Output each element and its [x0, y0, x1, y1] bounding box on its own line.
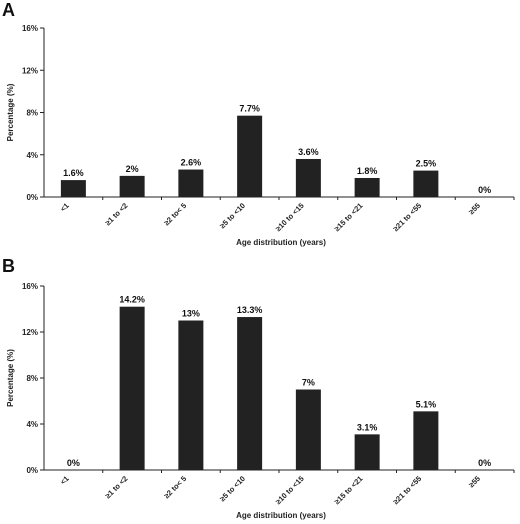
x-tick-label: ≥1 to <2: [103, 201, 129, 227]
data-label: 0%: [67, 458, 80, 468]
x-tick-label: ≥15 to <21: [332, 474, 364, 506]
data-label: 3.1%: [357, 422, 378, 432]
bar: [295, 389, 321, 470]
x-tick-label: ≥5 to <10: [218, 201, 247, 230]
y-tick-label: 16%: [22, 282, 38, 291]
x-tick-label: ≥55: [467, 201, 482, 216]
bar: [237, 115, 263, 197]
x-tick-label: ≥55: [467, 474, 482, 489]
data-label: 3.6%: [298, 147, 319, 157]
y-tick-label: 4%: [26, 151, 38, 160]
data-label: 5.1%: [416, 399, 437, 409]
panel-label: A: [2, 0, 15, 20]
y-tick-label: 0%: [26, 466, 38, 475]
x-tick-label: ≥10 to <15: [274, 201, 306, 233]
bar: [295, 158, 321, 197]
x-axis-label: Age distribution (years): [236, 511, 326, 520]
panel-b: B 0% 4% 8% 12% 16% Percentage (%) 0% <1 14.2% ≥1 t…: [2, 256, 515, 520]
data-label: 2.6%: [181, 158, 202, 168]
y-axis-label: Percentage (%): [6, 349, 15, 407]
x-tick-label: ≥10 to <15: [274, 474, 306, 506]
bar: [119, 175, 145, 197]
data-label: 0%: [478, 185, 491, 195]
bar: [354, 177, 380, 197]
data-label: 2%: [126, 164, 139, 174]
bar: [60, 180, 86, 197]
bar: [413, 411, 439, 470]
data-label: 1.8%: [357, 166, 378, 176]
data-label: 13%: [182, 309, 200, 319]
data-label: 7.7%: [239, 104, 260, 114]
panel-label: B: [2, 256, 15, 276]
panel-a: A 0% 4% 8% 12% 16% Percentage (%) 1.6% <1 2% ≥1 to…: [2, 0, 515, 247]
x-tick-label: <1: [58, 201, 70, 213]
data-label: 14.2%: [119, 295, 145, 305]
x-tick-label: <1: [58, 474, 70, 486]
data-label: 0%: [478, 458, 491, 468]
x-tick-label: ≥21 to <55: [391, 201, 423, 233]
y-tick-label: 4%: [26, 420, 38, 429]
bar: [178, 320, 204, 470]
bar: [178, 169, 204, 197]
x-tick-label: ≥1 to <2: [103, 474, 129, 500]
y-tick-label: 0%: [26, 193, 38, 202]
data-label: 13.3%: [237, 305, 263, 315]
x-tick-label: ≥2 to< 5: [162, 201, 188, 227]
y-tick-label: 12%: [22, 328, 38, 337]
x-tick-label: ≥2 to< 5: [162, 474, 188, 500]
y-axis-label: Percentage (%): [6, 83, 15, 141]
data-label: 1.6%: [63, 168, 84, 178]
y-tick-label: 16%: [22, 24, 38, 33]
data-label: 2.5%: [416, 159, 437, 169]
bar: [119, 306, 145, 470]
x-tick-label: ≥15 to <21: [332, 201, 364, 233]
x-axis-label: Age distribution (years): [236, 238, 326, 247]
bar: [413, 170, 439, 197]
data-label: 7%: [302, 378, 315, 388]
x-tick-label: ≥21 to <55: [391, 474, 423, 506]
bar: [237, 317, 263, 470]
y-tick-label: 12%: [22, 66, 38, 75]
y-tick-label: 8%: [26, 374, 38, 383]
y-tick-label: 8%: [26, 109, 38, 118]
x-tick-label: ≥5 to <10: [218, 474, 247, 503]
bar: [354, 434, 380, 470]
